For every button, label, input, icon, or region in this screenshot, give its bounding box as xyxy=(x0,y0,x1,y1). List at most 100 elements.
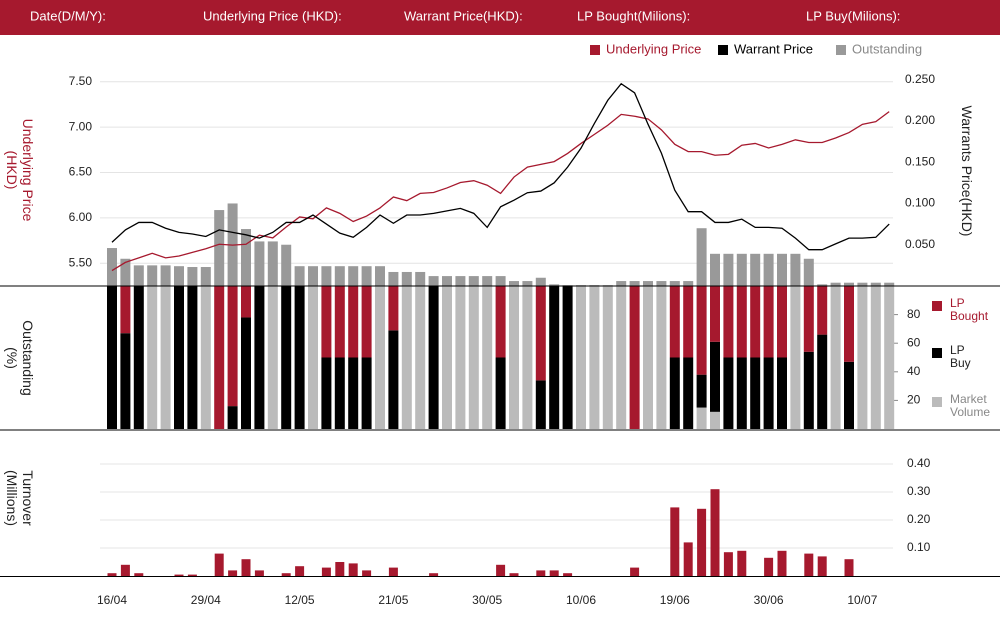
stacked-bar xyxy=(844,286,854,362)
stacked-bar xyxy=(535,380,546,429)
outstanding-bar xyxy=(375,266,385,286)
bar xyxy=(563,573,573,576)
bar xyxy=(817,556,827,576)
bar xyxy=(254,570,264,576)
y-tick-label: 80 xyxy=(907,307,921,321)
bar xyxy=(429,573,439,576)
outstanding-bar xyxy=(656,281,667,286)
bar xyxy=(281,573,291,576)
stacked-bar xyxy=(522,286,533,429)
y-tick-label: 20 xyxy=(907,393,921,407)
bar xyxy=(737,550,747,576)
y-axis-title: Underlying Price (HKD) xyxy=(4,118,36,222)
y2-tick-label: 0.200 xyxy=(905,113,935,127)
outstanding-bar xyxy=(643,281,653,286)
stacked-bar xyxy=(241,286,251,318)
stacked-bar xyxy=(723,357,734,429)
bar xyxy=(496,564,506,576)
stacked-bar xyxy=(750,357,761,429)
outstanding-bar xyxy=(401,271,412,286)
outstanding-bar xyxy=(629,281,640,286)
outstanding-bar xyxy=(187,267,198,286)
outstanding-bar xyxy=(535,277,546,286)
stacked-bar xyxy=(415,286,426,429)
stacked-bar xyxy=(669,286,680,358)
stacked-bar xyxy=(281,286,292,429)
outstanding-bar xyxy=(736,253,747,286)
legend-swatch xyxy=(932,301,942,311)
line-series xyxy=(111,111,890,272)
stacked-bar xyxy=(334,286,345,358)
bar xyxy=(388,567,398,576)
stacked-bar xyxy=(334,357,345,429)
stacked-bar xyxy=(321,357,332,429)
legend-swatch xyxy=(590,45,600,55)
bar xyxy=(187,574,197,576)
outstanding-bar xyxy=(549,284,560,286)
bar xyxy=(630,567,640,576)
bar xyxy=(777,550,787,576)
bar xyxy=(228,570,238,576)
stacked-bar xyxy=(777,357,787,429)
outstanding-bar xyxy=(522,281,533,286)
stacked-bar xyxy=(750,286,761,358)
stacked-bar xyxy=(348,357,359,429)
outstanding-bar xyxy=(817,284,828,286)
stacked-bar xyxy=(777,286,787,358)
stacked-bar xyxy=(803,286,814,352)
outstanding-bar xyxy=(455,276,466,286)
outstanding-bar xyxy=(495,276,506,286)
y2-tick-label: 0.250 xyxy=(905,72,935,86)
x-tick-label: 12/05 xyxy=(285,593,315,607)
header-field: Date(D/M/Y): xyxy=(30,8,106,23)
stacked-bar xyxy=(844,361,854,429)
x-tick-label: 10/06 xyxy=(566,593,596,607)
y-tick-label: 7.50 xyxy=(69,74,93,88)
outstanding-bar xyxy=(281,244,292,286)
legend-swatch xyxy=(836,45,846,55)
stacked-bar xyxy=(227,406,238,429)
stacked-bar xyxy=(710,341,720,412)
line-series xyxy=(111,82,890,251)
bar xyxy=(107,573,117,576)
legend-label: Outstanding xyxy=(852,41,922,56)
stacked-bar xyxy=(602,286,613,429)
outstanding-bar xyxy=(884,282,895,286)
legend-swatch xyxy=(932,348,942,358)
bar xyxy=(509,573,519,576)
stacked-bar xyxy=(388,286,399,331)
outstanding-bar xyxy=(133,265,144,286)
legend-swatch xyxy=(932,397,942,407)
bar xyxy=(670,507,680,576)
stacked-bar xyxy=(629,286,640,429)
stacked-bar xyxy=(576,286,586,429)
y-tick-label: 6.00 xyxy=(69,210,93,224)
stacked-bar xyxy=(401,286,412,429)
stacked-bar xyxy=(763,357,774,429)
x-tick-label: 30/05 xyxy=(472,593,502,607)
stacked-bar xyxy=(388,330,399,429)
stacked-bar xyxy=(763,286,774,358)
outstanding-bar xyxy=(669,281,680,286)
outstanding-bar xyxy=(120,258,131,286)
stacked-bar xyxy=(884,286,895,429)
x-tick-label: 10/07 xyxy=(847,593,877,607)
stacked-bar xyxy=(549,286,560,429)
stacked-bar xyxy=(267,286,278,429)
stacked-bar xyxy=(227,286,238,407)
stacked-bar xyxy=(428,286,439,429)
stacked-bar xyxy=(857,286,868,429)
header-bar xyxy=(0,0,1000,35)
outstanding-bar xyxy=(428,276,439,286)
stacked-bar xyxy=(669,357,680,429)
stacked-bar xyxy=(361,286,372,358)
stacked-bar xyxy=(361,357,372,429)
bar xyxy=(174,574,184,576)
stacked-bar xyxy=(133,286,144,429)
stacked-bar xyxy=(254,286,265,429)
stacked-bar xyxy=(442,286,452,429)
outstanding-bar xyxy=(509,281,519,286)
bar xyxy=(241,559,251,576)
